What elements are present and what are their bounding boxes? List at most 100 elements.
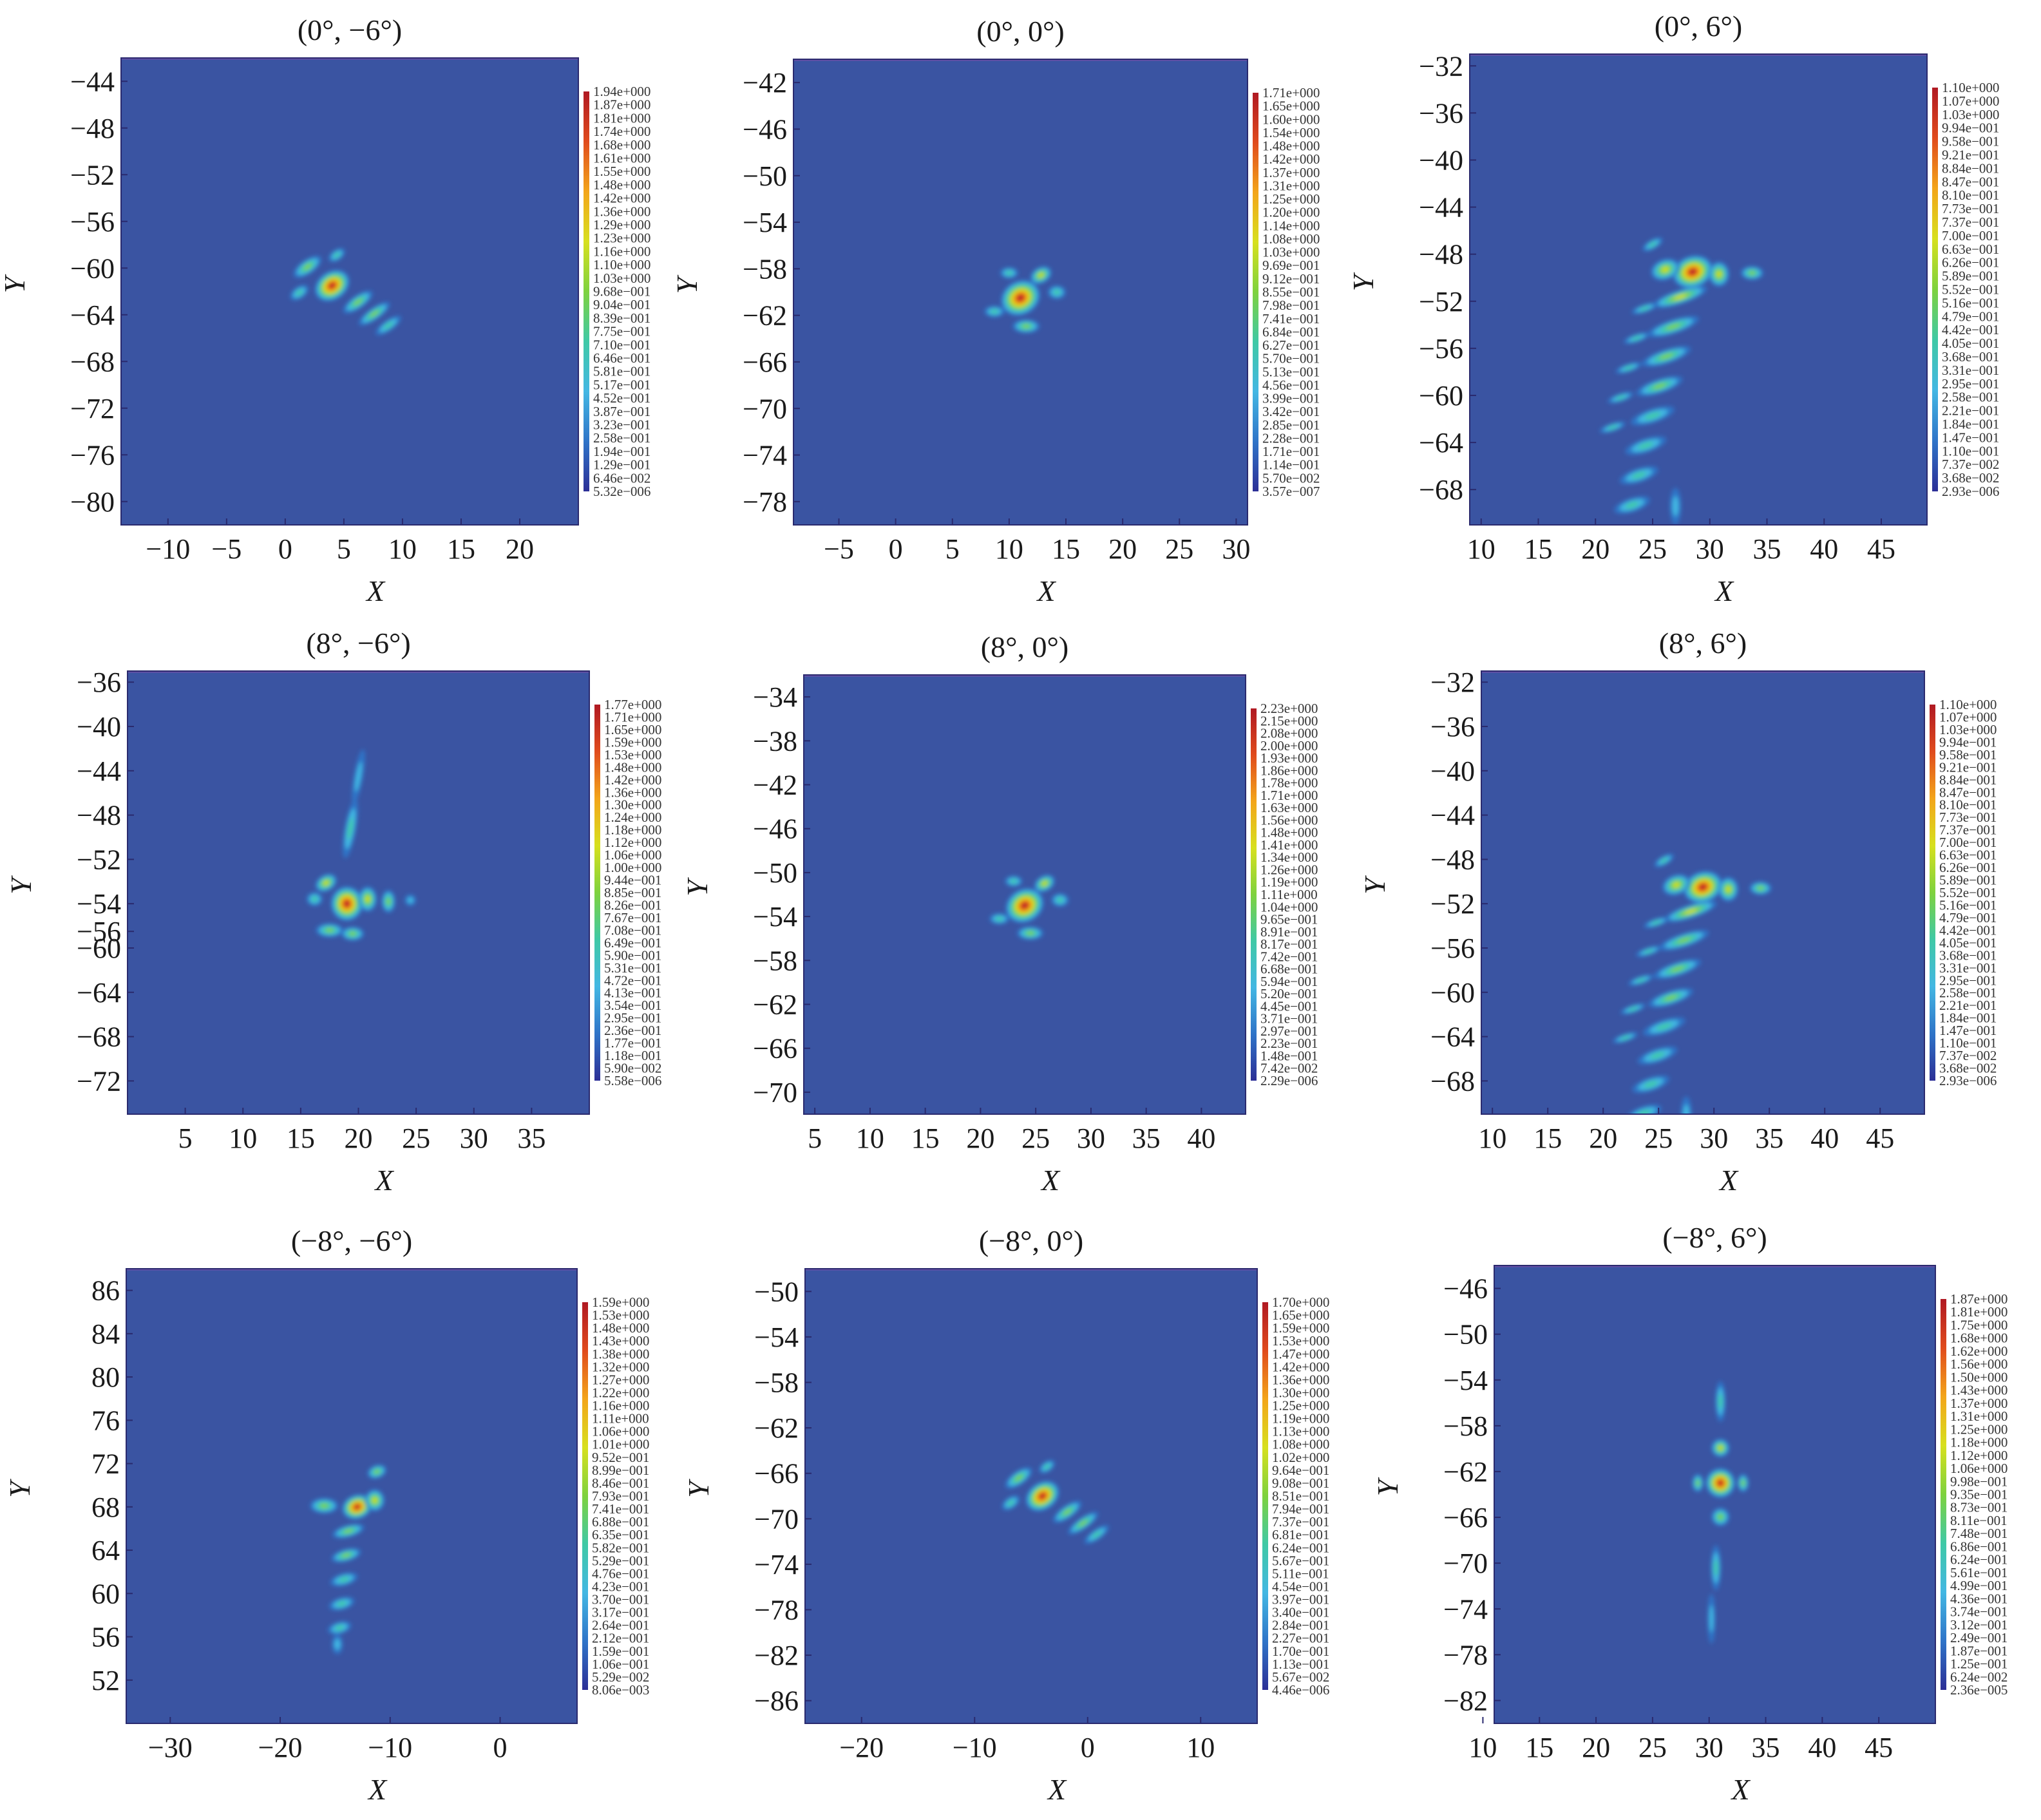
intensity-lobe (315, 873, 337, 893)
colorbar-label: 4.13e−001 (604, 985, 661, 1001)
intensity-lobe (1642, 346, 1691, 367)
intensity-lobe (306, 892, 323, 906)
x-tick-label: 20 (1581, 533, 1609, 565)
x-tick-label: 20 (966, 1123, 994, 1154)
y-tick-label: −44 (1430, 800, 1475, 831)
intensity-lobe (1648, 988, 1693, 1008)
colorbar (1930, 705, 1935, 1081)
colorbar-label: 5.58e−006 (604, 1073, 661, 1088)
y-tick-label: −46 (743, 113, 787, 145)
x-tick-label: 25 (1644, 1123, 1673, 1154)
y-tick-label: −76 (70, 439, 115, 471)
x-tick-label: 25 (1638, 1732, 1667, 1763)
y-tick-label: −48 (1419, 239, 1463, 270)
intensity-lobe (290, 285, 309, 301)
colorbar-label: 1.70e+000 (1272, 1294, 1329, 1310)
colorbar-label: 1.55e+000 (593, 164, 650, 179)
colorbar-label: 1.14e+000 (1262, 218, 1320, 233)
colorbar-label: 1.87e−001 (1950, 1643, 2008, 1658)
y-tick-label: −48 (77, 800, 121, 831)
y-tick-label: −74 (754, 1549, 799, 1580)
colorbar-label: 5.32e−006 (593, 484, 650, 499)
colorbar-label: 1.68e+000 (593, 137, 650, 153)
colorbar-label: 3.57e−007 (1262, 484, 1320, 499)
intensity-lobe (1642, 1017, 1685, 1036)
colorbar-label: 1.32e+000 (592, 1359, 649, 1374)
colorbar-label: 1.78e+000 (1260, 775, 1318, 791)
colorbar-label: 1.36e+000 (604, 784, 661, 800)
colorbar-label: 7.00e−001 (1942, 228, 1999, 243)
intensity-lobe (1711, 1508, 1730, 1526)
intensity-lobe (1708, 261, 1729, 287)
colorbar-label: 1.14e−001 (1262, 457, 1320, 473)
colorbar-label: 1.65e+000 (1262, 99, 1320, 114)
intensity-lobe (1000, 267, 1018, 279)
colorbar-label: 5.29e−002 (592, 1669, 649, 1685)
colorbar-label: 2.36e−001 (604, 1023, 661, 1038)
colorbar-label: 4.05e−001 (1942, 336, 1999, 351)
y-tick-label: −78 (743, 486, 787, 518)
main-lobe (1025, 1481, 1059, 1512)
y-tick-label: −62 (1443, 1456, 1488, 1488)
x-tick-label: 5 (808, 1123, 822, 1154)
colorbar-label: 1.02e+000 (1272, 1450, 1329, 1465)
colorbar-label: 2.95e−001 (604, 1010, 661, 1026)
y-tick-label: −72 (77, 1065, 121, 1097)
colorbar-label: 1.47e+000 (1272, 1346, 1329, 1361)
x-axis-label: X (1036, 574, 1056, 607)
x-tick-label: 40 (1187, 1123, 1215, 1154)
colorbar-label: 1.06e+000 (1950, 1461, 2008, 1476)
y-tick-label: −46 (753, 813, 797, 845)
x-tick-label: 5 (337, 533, 351, 565)
y-tick-label: −42 (753, 770, 797, 801)
colorbar-label: 9.44e−001 (604, 873, 661, 888)
colorbar-label: 1.03e+000 (593, 270, 650, 286)
intensity-lobe (327, 1621, 352, 1635)
colorbar-label: 1.56e+000 (1260, 812, 1318, 828)
colorbar-label: 7.37e−002 (1939, 1048, 1997, 1063)
colorbar-label: 2.95e−001 (1939, 972, 1997, 988)
colorbar-label: 6.26e−001 (1942, 255, 1999, 270)
colorbar-label: 7.48e−001 (1950, 1526, 2008, 1541)
heatmap-svg: (8°, 6°) 10 15 20 25 30 35 40 45 −32 −36 −40 −44 −48 −… (1358, 627, 1997, 1197)
colorbar-label: 9.12e−001 (1262, 271, 1320, 287)
chart-panel: (0°, 0°) −5 0 5 10 15 20 25 30 −42 −46 −50 −54 −58 −62… (670, 1, 1376, 621)
colorbar-label: 8.10e−001 (1939, 797, 1997, 813)
y-tick-label: −60 (1419, 380, 1463, 412)
colorbar-label: 5.90e−001 (604, 947, 661, 963)
intensity-lobe (367, 1465, 387, 1479)
colorbar-label: 5.67e−002 (1272, 1669, 1329, 1685)
colorbar-label: 1.25e+000 (1262, 191, 1320, 207)
colorbar-label: 1.50e+000 (1950, 1369, 2008, 1385)
colorbar (1262, 1302, 1268, 1690)
colorbar-label: 8.47e−001 (1939, 784, 1997, 800)
y-axis-label: Y (3, 1479, 36, 1498)
colorbar-label: 8.51e−001 (1272, 1488, 1329, 1504)
heatmap-svg: (−8°, 0°) −20 −10 0 10 −50 −54 −58 −62 −66 −70 −74 −… (682, 1224, 1329, 1806)
colorbar-label: 8.85e−001 (604, 885, 661, 900)
x-tick-label: 10 (1467, 533, 1495, 565)
x-tick-label: 40 (1808, 1732, 1836, 1763)
colorbar-label: 1.71e+000 (604, 709, 661, 725)
y-tick-label: −62 (753, 989, 797, 1021)
colorbar-label: 1.41e+000 (1260, 837, 1318, 853)
colorbar-label: 9.94e−001 (1942, 120, 1999, 136)
colorbar-label: 3.99e−001 (1262, 391, 1320, 406)
colorbar-label: 4.72e−001 (604, 972, 661, 988)
x-tick-label: 30 (460, 1123, 488, 1154)
colorbar-label: 5.29e−001 (592, 1553, 649, 1568)
x-axis-label: X (1730, 1773, 1751, 1806)
colorbar-label: 1.18e−001 (604, 1048, 661, 1063)
colorbar-label: 1.81e+000 (1950, 1304, 2008, 1320)
y-axis-label: Y (670, 274, 703, 294)
intensity-lobe (1669, 488, 1682, 525)
colorbar-label: 1.13e+000 (1272, 1424, 1329, 1439)
colorbar-label: 2.27e−001 (1272, 1631, 1329, 1646)
intensity-lobe (352, 749, 365, 804)
y-tick-label: −36 (1419, 97, 1463, 129)
y-tick-label: −72 (70, 393, 115, 424)
y-tick-label: −82 (754, 1640, 799, 1671)
y-tick-label: −38 (753, 725, 797, 757)
y-axis-label: Y (1358, 875, 1391, 895)
y-axis-label: Y (0, 274, 31, 293)
